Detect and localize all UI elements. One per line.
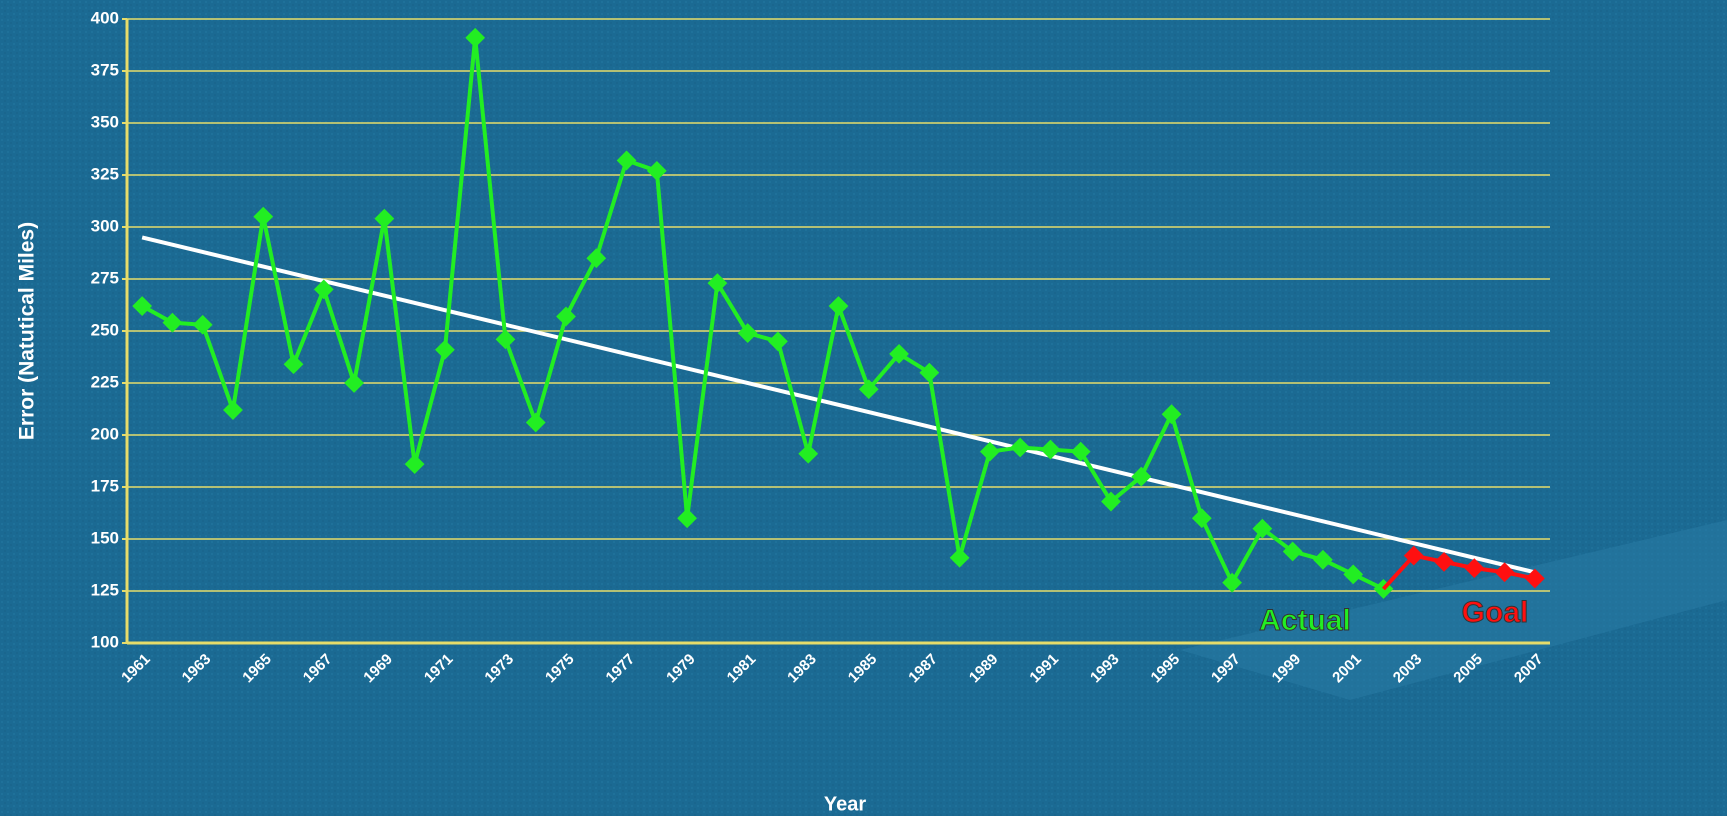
y-tick-label: 375 xyxy=(91,60,119,79)
data-point xyxy=(1131,466,1152,487)
data-point xyxy=(495,329,516,350)
data-point xyxy=(768,331,788,352)
y-axis-label: Error (Natutical Miles) xyxy=(16,222,39,440)
data-point xyxy=(737,323,758,343)
data-point xyxy=(1494,562,1515,583)
data-point xyxy=(1252,518,1273,539)
data-point xyxy=(1040,439,1061,460)
data-point xyxy=(525,412,546,433)
data-point xyxy=(919,362,940,383)
data-point xyxy=(192,314,213,335)
data-point xyxy=(283,354,304,375)
data-point xyxy=(374,208,395,229)
data-point xyxy=(313,279,334,300)
data-point xyxy=(1282,541,1303,562)
y-tick-label: 325 xyxy=(91,164,119,183)
annotation: Goal xyxy=(1462,596,1529,629)
data-point xyxy=(1434,551,1454,572)
data-point xyxy=(1403,545,1424,566)
data-point xyxy=(1464,558,1485,579)
data-point xyxy=(858,379,879,400)
data-point xyxy=(404,454,425,475)
data-point xyxy=(556,306,576,327)
data-point xyxy=(1161,404,1182,425)
data-point xyxy=(132,296,153,316)
data-point xyxy=(586,248,607,269)
y-tick-label: 400 xyxy=(91,8,119,27)
data-point xyxy=(828,296,849,316)
annotation: Actual xyxy=(1259,604,1351,637)
series-line xyxy=(141,37,1385,591)
y-tick-label: 175 xyxy=(91,476,119,495)
trend-line xyxy=(141,235,1536,575)
y-tick-label: 300 xyxy=(91,216,119,235)
data-point xyxy=(253,206,274,227)
y-tick-label: 250 xyxy=(91,320,119,339)
data-point xyxy=(223,400,243,420)
data-point xyxy=(465,27,486,48)
data-point xyxy=(1010,437,1031,458)
x-axis-label: Year xyxy=(824,793,866,815)
y-tick-label: 125 xyxy=(91,580,119,599)
data-point xyxy=(1343,564,1364,585)
data-point xyxy=(1191,508,1212,529)
data-point xyxy=(1222,572,1242,593)
data-point xyxy=(1070,441,1091,462)
y-tick-label: 200 xyxy=(91,424,119,443)
data-point xyxy=(707,273,728,294)
data-point xyxy=(1313,549,1333,570)
y-tick-label: 150 xyxy=(91,528,119,547)
data-point xyxy=(949,547,970,568)
data-point xyxy=(1101,491,1121,512)
data-point xyxy=(979,441,1000,462)
data-point xyxy=(435,339,455,360)
y-tick-label: 100 xyxy=(91,632,119,651)
data-point xyxy=(162,312,183,333)
decor xyxy=(1180,520,1727,700)
y-tick-label: 225 xyxy=(91,372,119,391)
data-point xyxy=(1524,568,1545,589)
data-point xyxy=(889,343,909,364)
data-point xyxy=(344,373,364,393)
data-point xyxy=(798,443,819,464)
y-tick-label: 350 xyxy=(91,112,119,131)
y-tick-label: 275 xyxy=(91,268,119,287)
